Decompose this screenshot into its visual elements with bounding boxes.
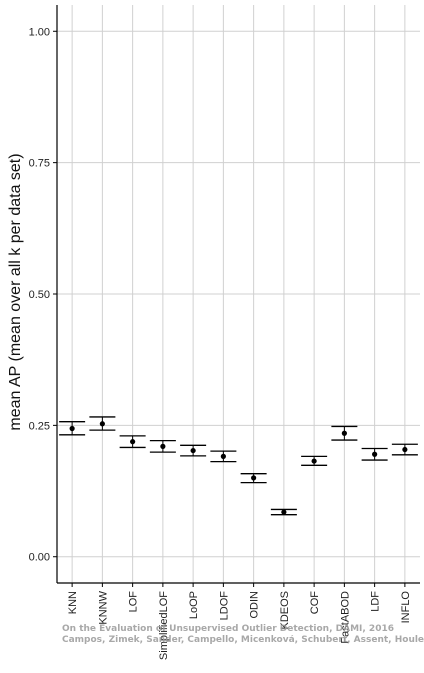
data-marks [59,416,418,516]
point-inflo [402,446,408,453]
watermark-line-2: Campos, Zimek, Sander, Campello, Micenko… [62,635,424,645]
x-tick-label-knn: KNN [67,591,79,614]
y-tick-label-4: 1.00 [29,26,50,38]
x-ticks: KNN KNNW LOF SimplifiedLOF LoOP LDOF ODIN KDEOS… [67,583,412,660]
x-tick-label-simplifiedlof: SimplifiedLOF [158,591,170,660]
y-axis-title: mean AP (mean over all k per data set) [7,153,24,430]
x-tick-label-fastabod: FastABOD [339,591,351,644]
x-tick-label-loop: LoOP [188,591,200,619]
point-knnw [99,421,105,427]
point-fastabod [341,430,347,436]
x-tick-label-lof: LOF [128,591,140,613]
y-tick-label-0: 0.00 [29,552,50,564]
x-tick-label-odin: ODIN [249,591,261,619]
x-tick-label-kdeos: KDEOS [279,591,291,630]
point-loop [190,447,196,454]
y-tick-label-3: 0.75 [29,158,50,170]
point-odin [251,475,257,481]
point-cof [311,458,317,464]
x-tick-label-cof: COF [309,591,321,615]
point-ldof [220,453,226,459]
x-tick-label-ldof: LDOF [218,591,230,621]
x-tick-label-inflo: INFLO [400,591,412,624]
y-tick-label-1: 0.25 [29,420,50,432]
point-kdeos [281,509,287,515]
y-ticks: 0.00 0.25 0.50 0.75 1.00 [29,26,57,564]
x-tick-label-ldf: LDF [370,591,382,612]
point-knn [69,425,75,432]
y-tick-label-2: 0.50 [29,289,50,301]
x-tick-label-knnw: KNNW [97,590,109,624]
point-lof [130,439,136,445]
watermark-line-1: On the Evaluation of Unsupervised Outlie… [62,624,394,634]
point-simplifiedlof [160,443,166,449]
grid [57,5,420,583]
point-ldf [372,451,378,457]
